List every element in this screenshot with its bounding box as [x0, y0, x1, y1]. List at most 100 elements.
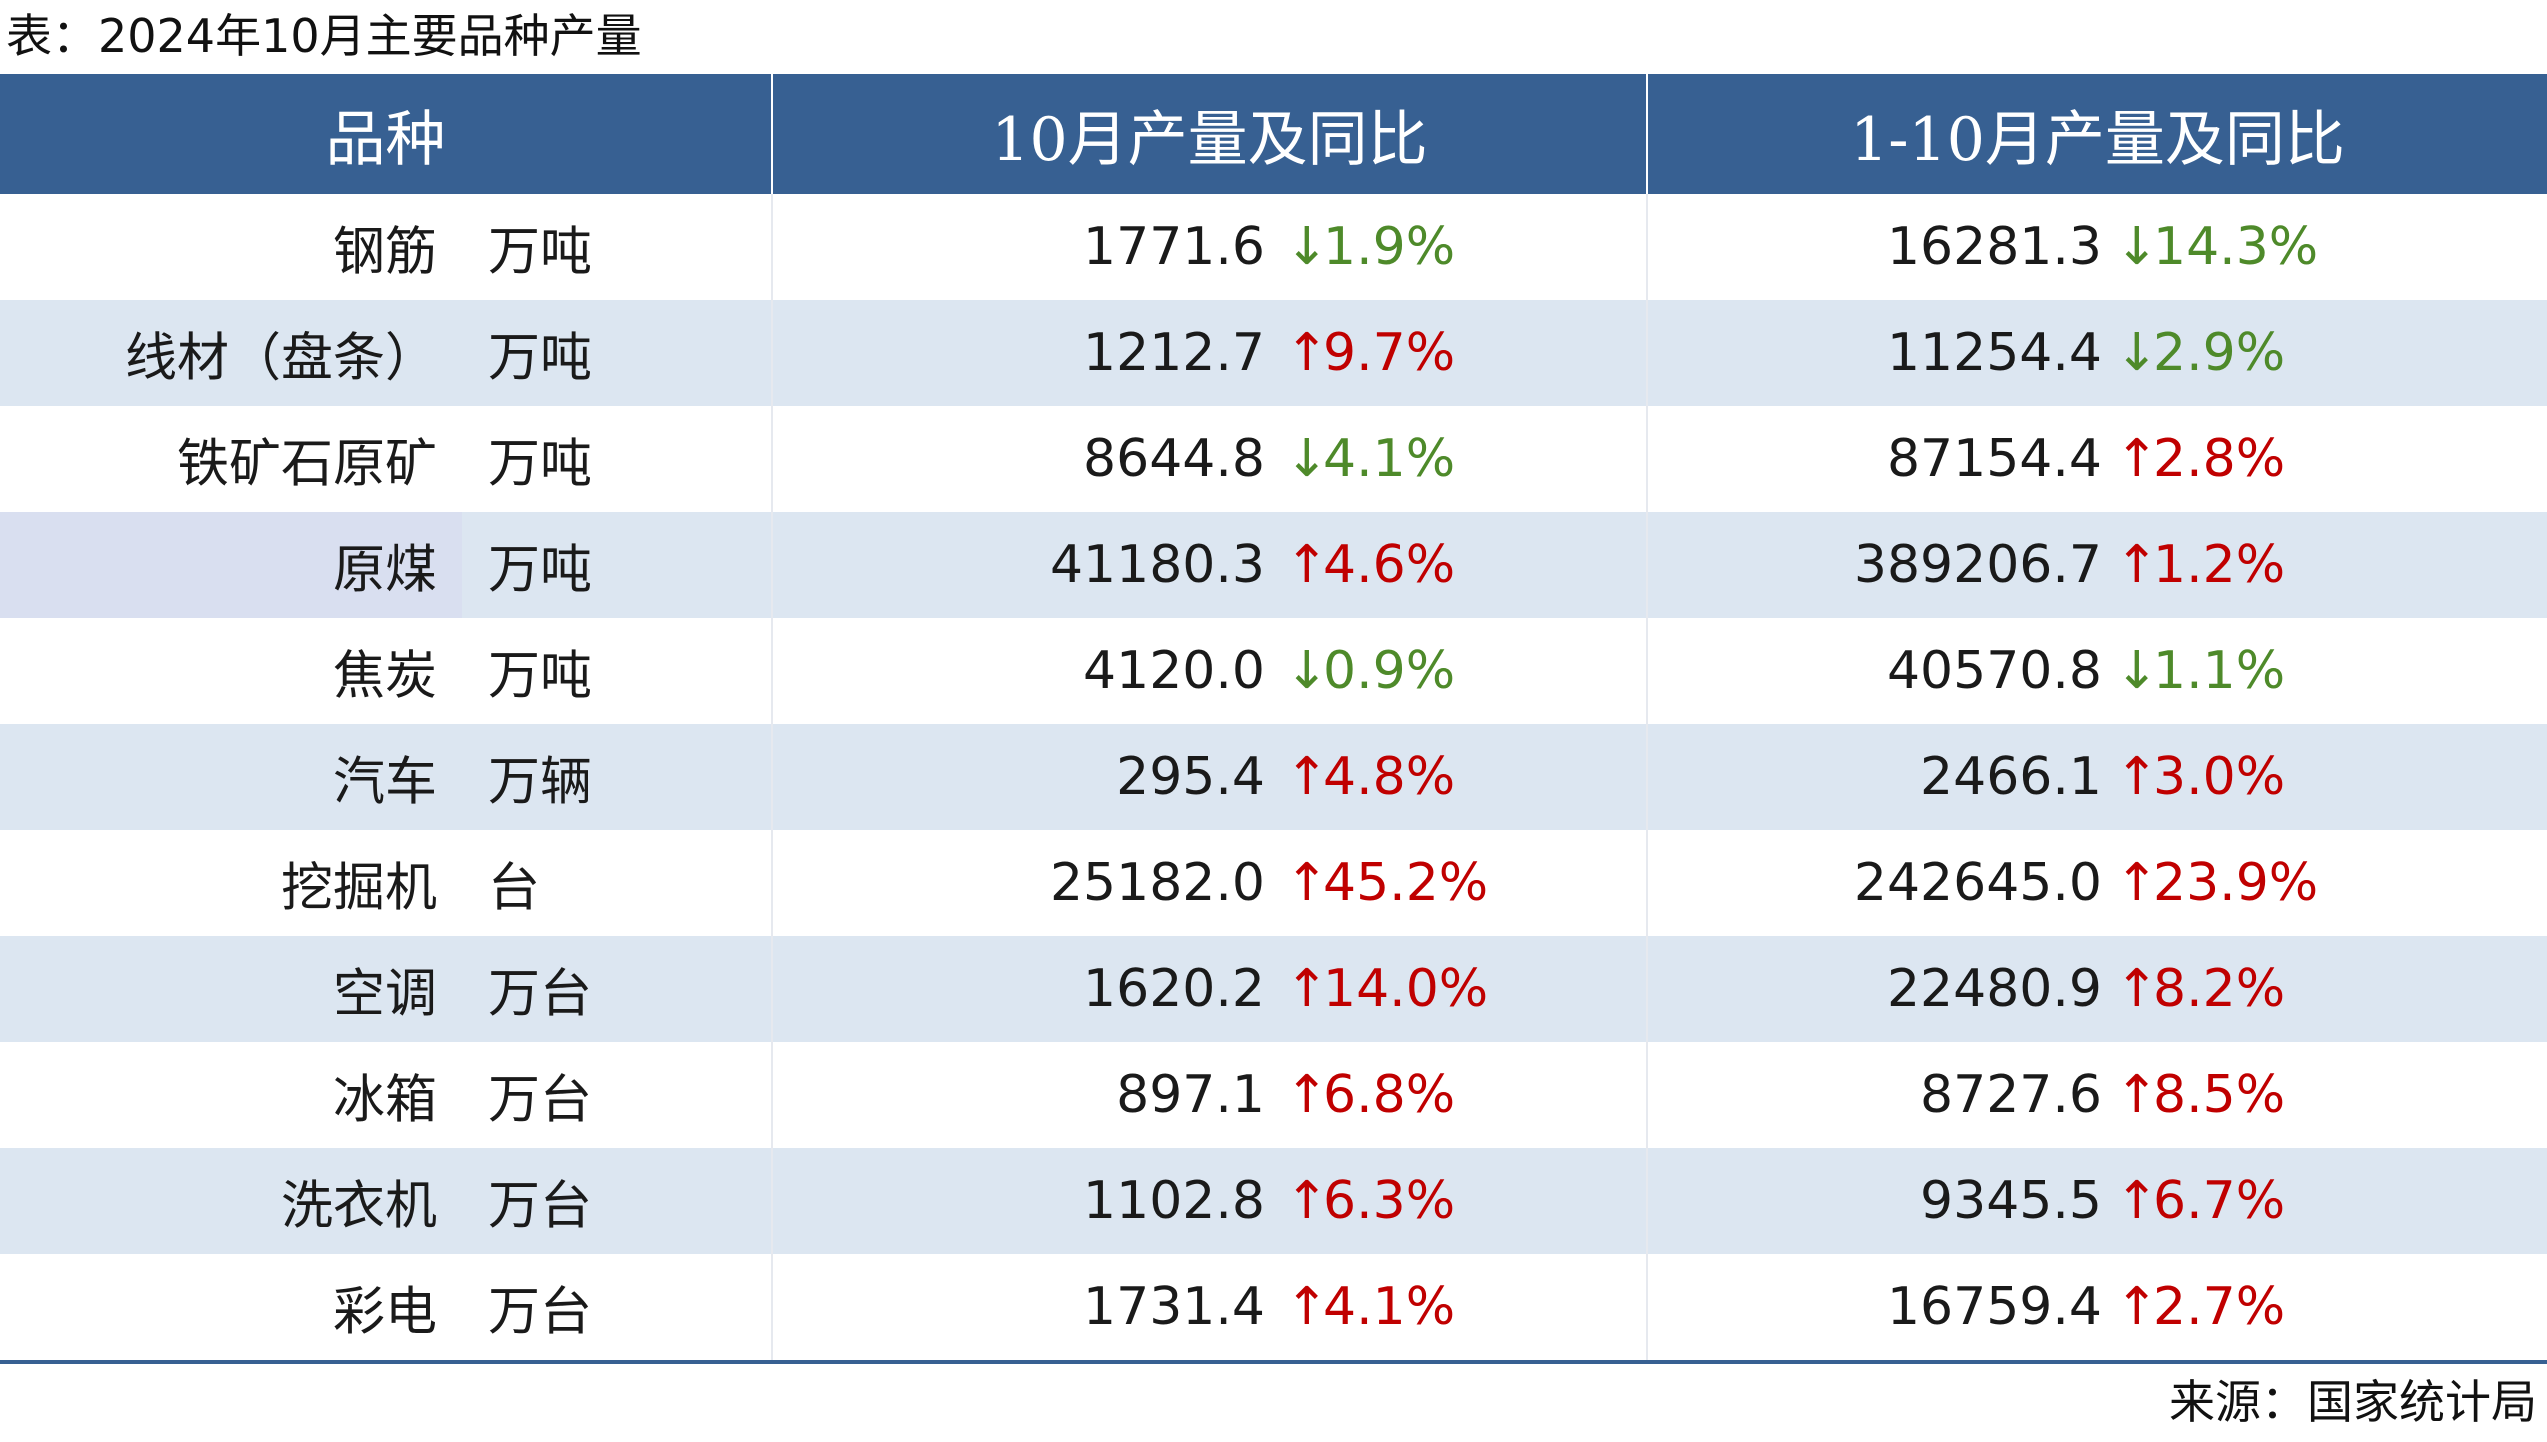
october-pct: 0.9% — [1323, 641, 1456, 701]
jan-oct-pct: 14.3% — [2153, 217, 2319, 277]
october-cell: 1102.8 ↑6.3% — [771, 1148, 1647, 1254]
variety-cell: 冰箱 万台 — [0, 1042, 772, 1148]
october-change: ↑14.0% — [1285, 959, 1488, 1019]
variety-cell: 原煤 万吨 — [0, 512, 772, 618]
trend-arrow-icon: ↓ — [1285, 641, 1329, 701]
jan-oct-cell: 40570.8 ↓1.1% — [1646, 618, 2547, 724]
variety-name: 汽车 — [332, 752, 437, 813]
october-pct: 4.6% — [1323, 535, 1456, 595]
october-cell: 1212.7 ↑9.7% — [771, 300, 1647, 406]
october-change: ↓0.9% — [1285, 641, 1455, 701]
source-note: 来源：国家统计局 — [2169, 1375, 2537, 1429]
variety-name: 钢筋 — [332, 222, 437, 283]
variety-cell: 铁矿石原矿 万吨 — [0, 406, 772, 512]
variety-unit: 万台 — [488, 1282, 593, 1343]
jan-oct-pct: 8.2% — [2153, 959, 2286, 1019]
jan-oct-cell: 11254.4 ↓2.9% — [1646, 300, 2547, 406]
october-value: 897.1 — [1116, 1065, 1265, 1125]
table-row: 原煤 万吨 41180.3 ↑4.6% 389206.7 ↑1.2% — [0, 512, 2547, 618]
trend-arrow-icon: ↑ — [1285, 323, 1329, 383]
october-value: 1212.7 — [1083, 323, 1265, 383]
variety-name: 洗衣机 — [280, 1176, 437, 1237]
jan-oct-value: 8727.6 — [1920, 1065, 2102, 1125]
trend-arrow-icon: ↑ — [2115, 747, 2159, 807]
october-value: 25182.0 — [1049, 853, 1265, 913]
jan-oct-change: ↑23.9% — [2115, 853, 2318, 913]
jan-oct-value: 40570.8 — [1886, 641, 2102, 701]
october-value: 1102.8 — [1083, 1171, 1265, 1231]
trend-arrow-icon: ↑ — [2115, 959, 2159, 1019]
october-cell: 4120.0 ↓0.9% — [771, 618, 1647, 724]
october-pct: 45.2% — [1323, 853, 1489, 913]
table-row: 线材（盘条） 万吨 1212.7 ↑9.7% 11254.4 ↓2.9% — [0, 300, 2547, 406]
jan-oct-change: ↑8.2% — [2115, 959, 2285, 1019]
jan-oct-cell: 16281.3 ↓14.3% — [1646, 194, 2547, 300]
jan-oct-change: ↓14.3% — [2115, 217, 2318, 277]
variety-cell: 汽车 万辆 — [0, 724, 772, 830]
october-cell: 1731.4 ↑4.1% — [771, 1254, 1647, 1364]
table-caption: 表：2024年10月主要品种产量 — [6, 9, 642, 63]
october-value: 41180.3 — [1049, 535, 1265, 595]
variety-name: 挖掘机 — [280, 858, 437, 919]
selection-highlight — [0, 512, 462, 618]
october-value: 1731.4 — [1083, 1277, 1265, 1337]
trend-arrow-icon: ↑ — [1285, 535, 1329, 595]
october-pct: 4.1% — [1323, 1277, 1456, 1337]
october-pct: 6.8% — [1323, 1065, 1456, 1125]
variety-cell: 焦炭 万吨 — [0, 618, 772, 724]
october-pct: 4.1% — [1323, 429, 1456, 489]
october-change: ↓4.1% — [1285, 429, 1455, 489]
jan-oct-cell: 242645.0 ↑23.9% — [1646, 830, 2547, 936]
variety-name: 铁矿石原矿 — [176, 434, 437, 495]
jan-oct-change: ↑6.7% — [2115, 1171, 2285, 1231]
jan-oct-value: 87154.4 — [1886, 429, 2102, 489]
table-row: 冰箱 万台 897.1 ↑ 6.8% 8727.6 ↑8.5% — [0, 1042, 2547, 1148]
jan-oct-change: ↑2.7% — [2115, 1277, 2285, 1337]
trend-arrow-icon: ↓ — [1285, 217, 1329, 277]
variety-name: 冰箱 — [332, 1070, 437, 1131]
variety-cell: 线材（盘条） 万吨 — [0, 300, 772, 406]
trend-arrow-icon: ↑ — [1285, 959, 1329, 1019]
jan-oct-pct: 2.8% — [2153, 429, 2286, 489]
october-pct: 14.0% — [1323, 959, 1489, 1019]
october-value: 4120.0 — [1083, 641, 1265, 701]
table-row: 挖掘机台 25182.0 ↑45.2% 242645.0 ↑23.9% — [0, 830, 2547, 936]
trend-arrow-icon: ↑ — [1285, 747, 1329, 807]
october-change: ↑9.7% — [1285, 323, 1455, 383]
variety-unit: 万吨 — [488, 222, 593, 283]
table-row: 铁矿石原矿 万吨 8644.8 ↓4.1% 87154.4 ↑2.8% — [0, 406, 2547, 512]
jan-oct-cell: 87154.4 ↑2.8% — [1646, 406, 2547, 512]
jan-oct-value: 242645.0 — [1853, 853, 2102, 913]
header-variety: 品种 — [0, 74, 772, 194]
variety-cell: 洗衣机 万台 — [0, 1148, 772, 1254]
variety-unit: 万吨 — [488, 434, 593, 495]
trend-arrow-icon: ↑ — [2115, 1065, 2159, 1125]
jan-oct-value: 16759.4 — [1886, 1277, 2102, 1337]
jan-oct-pct: 8.5% — [2153, 1065, 2286, 1125]
jan-oct-pct: 1.2% — [2153, 535, 2286, 595]
jan-oct-change: ↑3.0% — [2115, 747, 2285, 807]
october-pct: 4.8% — [1323, 747, 1456, 807]
trend-arrow-icon: ↑ — [2115, 535, 2159, 595]
table-row: 空调 万台 1620.2 ↑14.0% 22480.9 ↑8.2% — [0, 936, 2547, 1042]
jan-oct-cell: 16759.4 ↑2.7% — [1646, 1254, 2547, 1364]
jan-oct-cell: 8727.6 ↑8.5% — [1646, 1042, 2547, 1148]
variety-name: 原煤 — [332, 540, 437, 601]
variety-unit: 万吨 — [488, 328, 593, 389]
jan-oct-cell: 9345.5 ↑6.7% — [1646, 1148, 2547, 1254]
jan-oct-change: ↓2.9% — [2115, 323, 2285, 383]
october-change: ↑4.6% — [1285, 535, 1455, 595]
variety-cell: 钢筋 万吨 — [0, 194, 772, 300]
october-cell: 1771.6 ↓1.9% — [771, 194, 1647, 300]
variety-name: 焦炭 — [332, 646, 437, 707]
trend-arrow-icon: ↑ — [2115, 1171, 2159, 1231]
jan-oct-cell: 389206.7 ↑1.2% — [1646, 512, 2547, 618]
october-change: ↑45.2% — [1285, 853, 1488, 913]
october-value: 295.4 — [1116, 747, 1265, 807]
october-pct: 9.7% — [1323, 323, 1456, 383]
variety-name: 彩电 — [332, 1282, 437, 1343]
october-pct: 1.9% — [1323, 217, 1456, 277]
jan-oct-change: ↑8.5% — [2115, 1065, 2285, 1125]
october-change: ↓1.9% — [1285, 217, 1455, 277]
trend-arrow-icon: ↑ — [1285, 853, 1329, 913]
